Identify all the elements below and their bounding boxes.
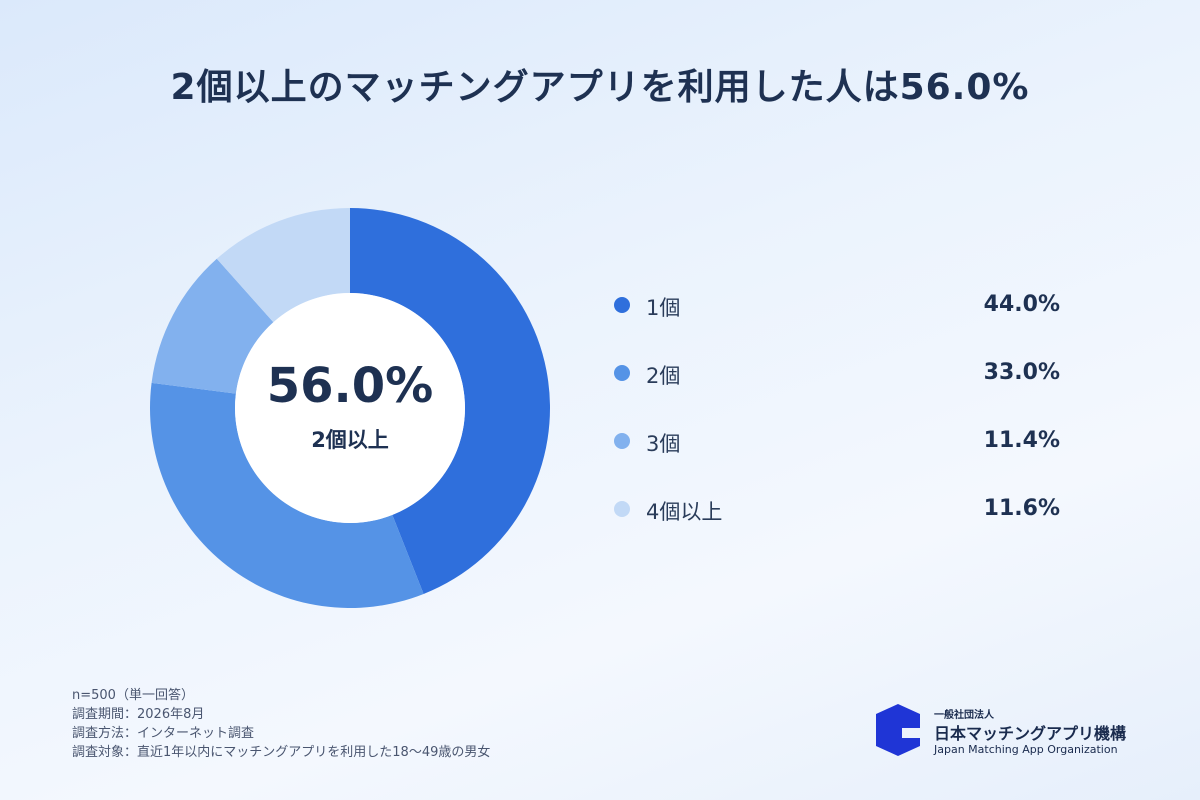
logo-name: 日本マッチングアプリ機構 [934,724,1127,743]
legend-marker-3 [614,433,630,449]
legend-item-3: 3個 11.4% [610,422,1060,490]
legend-marker-1 [614,297,630,313]
center-label: 2個以上 [311,428,389,452]
donut-slice-1 [350,208,550,594]
legend-value-4: 11.6% [983,496,1060,521]
note-target: 調査対象：直近1年以内にマッチングアプリを利用した18〜49歳の男女 [72,745,491,760]
donut-slice-3 [151,258,274,394]
survey-notes: n=500（単一回答） 調査期間：2026年8月 調査方法：インターネット調査 … [72,686,490,762]
organization-logo: 一般社団法人 日本マッチングアプリ機構 Japan Matching App O… [876,702,1156,762]
legend-label-3: 3個 [646,432,681,456]
legend-item-1: 1個 44.0% [610,286,1060,354]
organization-logo-mark-icon [876,704,920,756]
logo-english-name: Japan Matching App Organization [934,743,1118,756]
donut-slice-2 [150,382,424,608]
legend-value-1: 44.0% [983,292,1060,317]
legend-item-2: 2個 33.0% [610,354,1060,422]
legend-label-4: 4個以上 [646,500,723,524]
legend-value-3: 11.4% [983,428,1060,453]
legend: 1個 44.0% 2個 33.0% 3個 11.4% 4個以上 11.6% [610,286,1060,558]
donut-chart [150,208,550,608]
legend-value-2: 33.0% [983,360,1060,385]
legend-marker-4 [614,501,630,517]
legend-label-2: 2個 [646,364,681,388]
chart-title: 2個以上のマッチングアプリを利用した人は56.0% [170,67,1030,108]
note-period: 調査期間：2026年8月 [72,707,205,722]
note-sample-size: n=500（単一回答） [72,688,194,703]
donut-slice-4 [216,208,350,323]
donut-center-hole [235,293,465,523]
center-value: 56.0% [266,358,434,414]
logo-subtitle: 一般社団法人 [934,710,994,721]
legend-item-4: 4個以上 11.6% [610,490,1060,558]
legend-label-1: 1個 [646,296,681,320]
note-method: 調査方法：インターネット調査 [72,726,255,741]
legend-marker-2 [614,365,630,381]
